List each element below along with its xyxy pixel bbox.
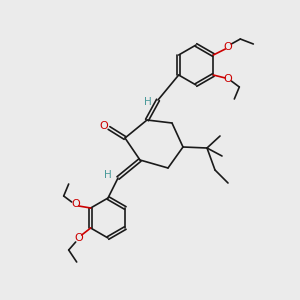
Text: O: O [223,42,232,52]
Text: O: O [71,199,80,209]
Text: O: O [100,121,108,131]
Text: O: O [223,74,232,84]
Text: H: H [104,170,112,180]
Text: O: O [74,233,83,243]
Text: H: H [144,97,152,107]
